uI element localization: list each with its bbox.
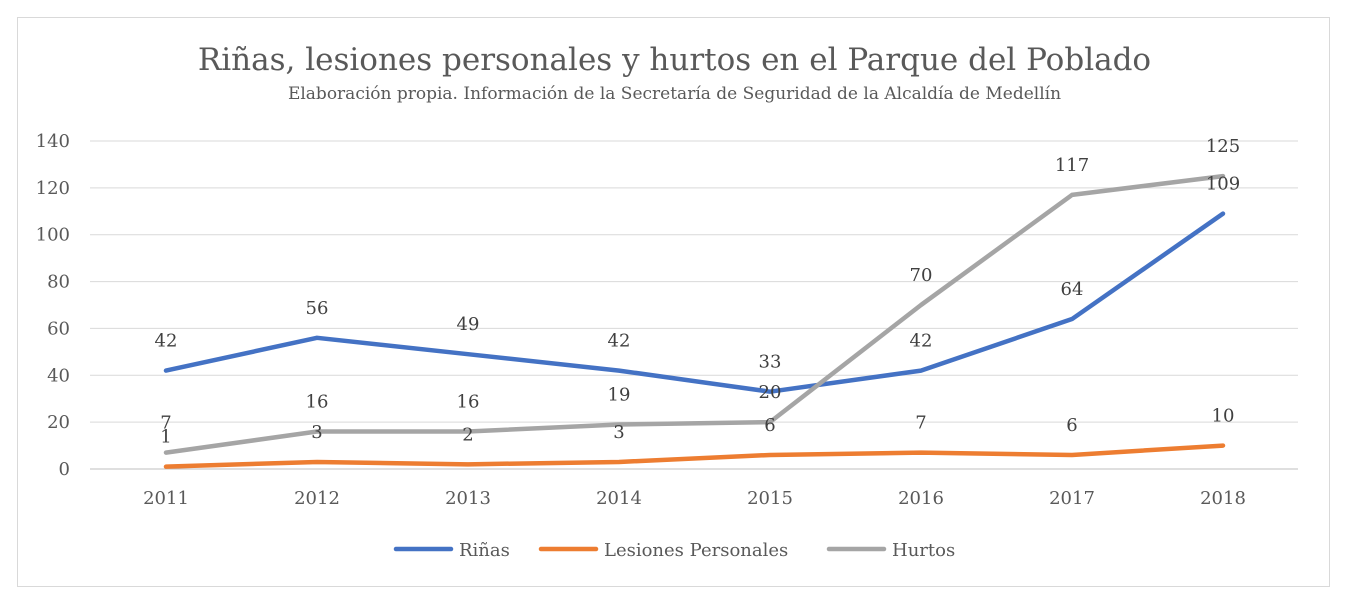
chart-title: Riñas, lesiones personales y hurtos en e… (197, 42, 1152, 78)
y-tick-label: 40 (47, 365, 70, 386)
x-tick-label: 2012 (294, 488, 340, 509)
x-tick-label: 2016 (898, 488, 944, 509)
data-label: 3 (613, 422, 624, 443)
chart-subtitle: Elaboración propia. Información de la Se… (287, 84, 1062, 104)
legend-label: Hurtos (892, 540, 955, 561)
chart-frame (17, 17, 1330, 587)
data-label: 16 (457, 392, 480, 413)
x-tick-label: 2015 (747, 488, 793, 509)
data-label: 109 (1206, 174, 1240, 195)
data-label: 16 (306, 392, 329, 413)
x-tick-label: 2011 (143, 488, 189, 509)
series-lines (163, 173, 1226, 469)
data-label: 6 (1066, 415, 1077, 436)
y-tick-label: 20 (47, 412, 70, 433)
data-label: 19 (608, 384, 631, 405)
data-label: 125 (1206, 136, 1240, 157)
x-tick-label: 2018 (1200, 488, 1246, 509)
data-label: 7 (160, 413, 171, 434)
legend: Riñas Lesiones Personales Hurtos (393, 540, 955, 561)
series-line-1 (163, 443, 1226, 469)
y-tick-label: 60 (47, 318, 70, 339)
data-labels: 42 56 49 42 33 42 64 109 1 3 2 3 6 7 6 10 7 16 16 19 20 70 117… (155, 136, 1241, 448)
series-line-2 (163, 173, 1226, 455)
data-label: 2 (462, 424, 473, 445)
data-label: 56 (306, 298, 329, 319)
data-label: 64 (1061, 279, 1084, 300)
y-tick-label: 140 (36, 131, 70, 152)
data-label: 33 (759, 352, 782, 373)
series-line-0 (163, 211, 1226, 394)
data-label: 42 (155, 331, 178, 352)
y-axis-ticks: 0 20 40 60 80 100 120 140 (36, 131, 70, 480)
y-tick-label: 100 (36, 225, 70, 246)
y-tick-label: 0 (59, 459, 70, 480)
data-label: 117 (1055, 155, 1089, 176)
x-tick-label: 2013 (445, 488, 491, 509)
data-label: 42 (910, 331, 933, 352)
data-label: 6 (764, 415, 775, 436)
data-label: 1 (160, 427, 171, 448)
data-label: 20 (759, 382, 782, 403)
data-label: 7 (915, 413, 926, 434)
x-tick-label: 2017 (1049, 488, 1095, 509)
data-label: 42 (608, 331, 631, 352)
data-label: 3 (311, 422, 322, 443)
data-label: 10 (1212, 406, 1235, 427)
data-label: 70 (910, 265, 933, 286)
x-axis-ticks: 2011 2012 2013 2014 2015 2016 2017 2018 (143, 488, 1246, 509)
x-tick-label: 2014 (596, 488, 642, 509)
data-label: 49 (457, 314, 480, 335)
y-tick-label: 120 (36, 178, 70, 199)
legend-label: Riñas (459, 540, 510, 561)
y-tick-label: 80 (47, 272, 70, 293)
legend-label: Lesiones Personales (604, 540, 788, 561)
gridlines (90, 140, 1298, 470)
